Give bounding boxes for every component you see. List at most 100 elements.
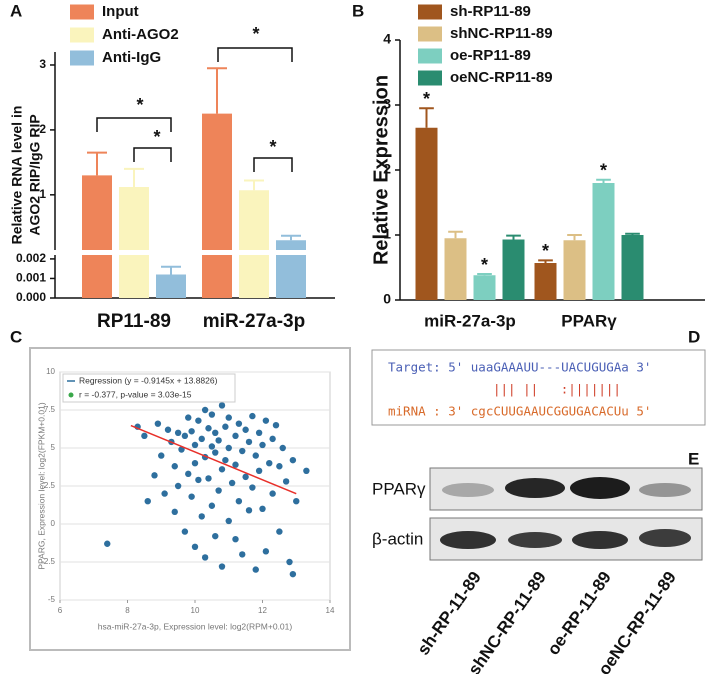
point [201,406,209,414]
band [505,478,565,498]
legend-label: oeNC-RP11-89 [450,69,553,86]
legend-swatch [70,50,94,66]
point [181,528,189,535]
error-bar [538,259,553,263]
point [282,478,290,485]
point [174,429,182,436]
y-tick-label: 3 [39,57,46,71]
point [212,429,219,436]
significance-star: * [481,255,488,275]
y-tick-label: -2.5 [41,557,55,566]
x-tick-label: 10 [191,606,200,615]
error-bar [161,265,181,275]
point [198,513,205,520]
significance-star: * [600,161,607,181]
point [191,460,199,467]
point [276,463,283,470]
panel-label: C [10,327,22,346]
bar [156,274,186,298]
point [144,498,151,505]
error-bar [506,234,521,240]
point [266,460,273,467]
point [235,498,243,505]
point [154,420,162,427]
point [249,412,256,420]
panel-label: E [688,449,699,468]
point [161,490,168,497]
legend-label: shNC-RP11-89 [450,25,553,42]
point [228,479,236,487]
significance-star: * [542,241,549,261]
error-bar [207,67,227,114]
legend-label: sh-RP11-89 [450,3,531,20]
legend-label: r = -0.377, p-value = 3.03e-15 [79,389,192,399]
y-tick-label: 2.5 [44,481,56,490]
point [151,472,158,479]
y-axis-label: AGO2 RIP/IgG RIP [27,114,43,235]
point [198,435,205,443]
legend-label: oe-RP11-89 [450,47,531,64]
point [205,425,212,432]
point [218,563,226,570]
point [164,426,172,433]
point [272,422,280,429]
panel-label: D [688,327,700,346]
point [208,502,216,509]
x-tick-label: 12 [258,606,267,615]
y-tick-label: 3 [383,96,391,112]
significance-bracket [133,147,172,162]
legend-label: Regression (y = -0.9145x + 13.8826) [79,375,218,385]
point [245,438,253,446]
bar [534,262,557,300]
point [171,508,178,516]
point [235,420,243,427]
point [239,551,246,558]
point [269,435,276,443]
point [188,493,195,500]
point [262,548,270,555]
point [276,528,283,535]
point [212,532,219,540]
error-bar [567,234,582,241]
target-seq: Target: 5' uaaGAAAUU---UACUGUGAa 3' [388,360,651,375]
error-bar [244,179,264,191]
y-tick-label: 4 [383,31,391,47]
y-axis-label: Relative RNA level in [9,106,25,245]
point [252,566,259,573]
band [639,483,691,497]
alignment-box [371,349,706,426]
y-tick-label: 0 [383,291,391,307]
y-tick-label: -5 [48,595,56,604]
legend-dot [68,392,74,398]
point [212,449,219,456]
significance-bracket [217,47,293,62]
point [225,414,232,421]
band [508,532,562,548]
x-tick-label: RP11-89 [97,311,171,332]
point [174,482,182,490]
point [208,411,216,418]
y-tick-label: 0.001 [16,271,46,285]
y-tick-label: 0 [51,519,56,528]
point [188,428,195,435]
legend-label: Input [102,3,139,20]
point [239,447,246,455]
bar [276,240,306,298]
point [201,554,209,561]
point [158,452,165,459]
x-tick-label: miR-27a-3p [203,311,305,332]
point [178,446,185,453]
error-bar [87,151,107,176]
point [195,417,202,424]
bar [202,113,232,298]
error-bar [281,234,301,241]
blot-row-label: PPARγ [372,479,426,498]
y-axis-label: Relative Expression [370,75,392,265]
significance-star: * [423,89,430,109]
legend-box [62,373,236,403]
point [191,543,199,550]
y-tick-label: 1 [39,187,46,201]
bar [415,127,438,300]
point [215,437,222,444]
point [255,467,263,474]
